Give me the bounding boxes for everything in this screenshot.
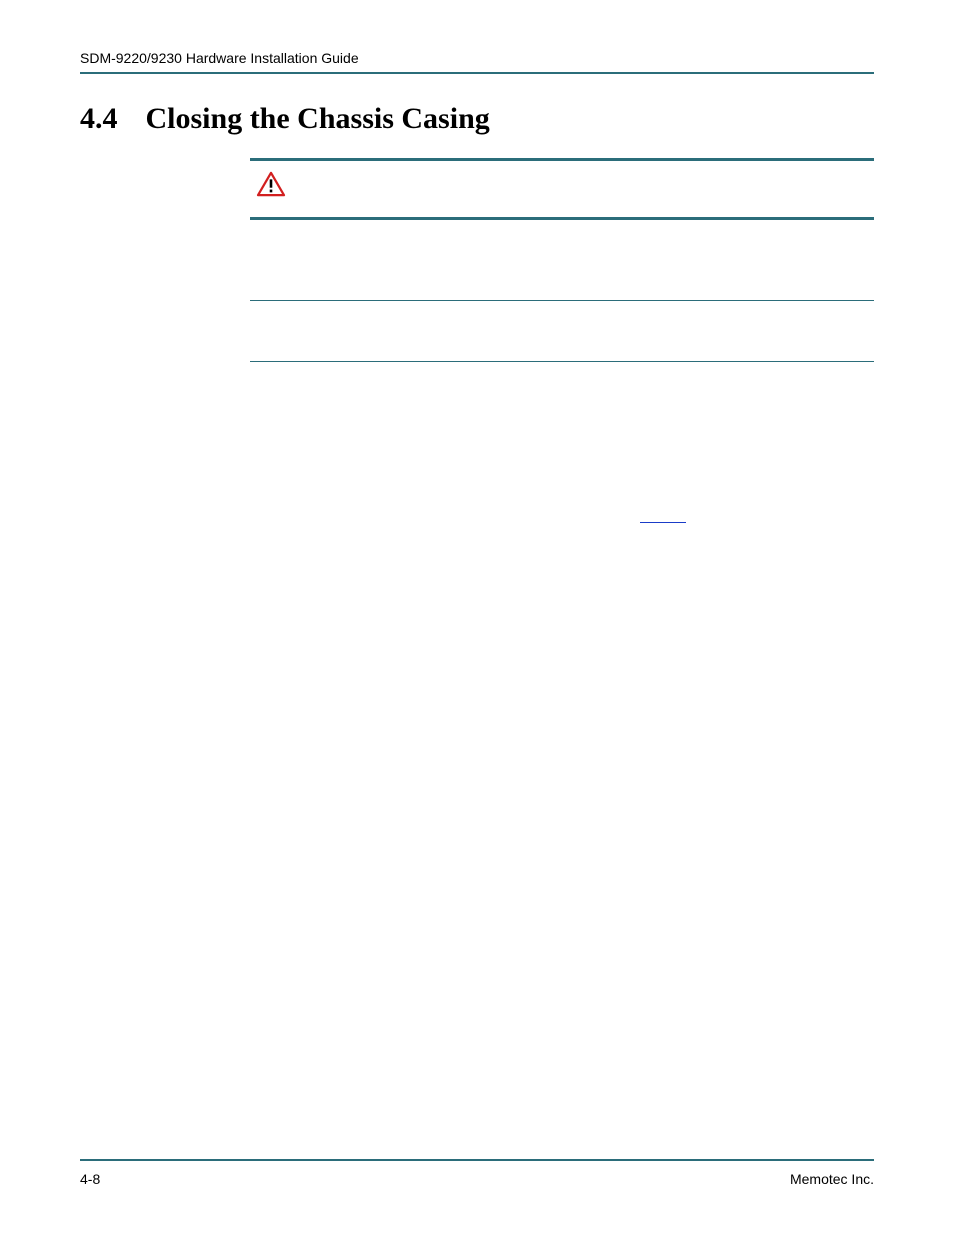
company-name: Memotec Inc. bbox=[790, 1171, 874, 1187]
rule-4 bbox=[250, 361, 874, 362]
spacer-2 bbox=[250, 301, 874, 361]
page: SDM-9220/9230 Hardware Installation Guid… bbox=[0, 0, 954, 1235]
footer-row: 4-8 Memotec Inc. bbox=[80, 1171, 874, 1187]
header-rule bbox=[80, 72, 874, 74]
running-head: SDM-9220/9230 Hardware Installation Guid… bbox=[80, 50, 874, 66]
hyperlink-underline[interactable] bbox=[640, 522, 686, 523]
page-number: 4-8 bbox=[80, 1171, 100, 1187]
section-heading: 4.4 Closing the Chassis Casing bbox=[80, 102, 874, 136]
warning-triangle-icon bbox=[256, 171, 286, 197]
footer-rule bbox=[80, 1159, 874, 1161]
warning-row bbox=[250, 161, 874, 217]
content-column bbox=[250, 158, 874, 362]
spacer-1 bbox=[250, 220, 874, 300]
section-number: 4.4 bbox=[80, 102, 118, 136]
section-title-text: Closing the Chassis Casing bbox=[146, 102, 490, 136]
footer: 4-8 Memotec Inc. bbox=[80, 1159, 874, 1187]
